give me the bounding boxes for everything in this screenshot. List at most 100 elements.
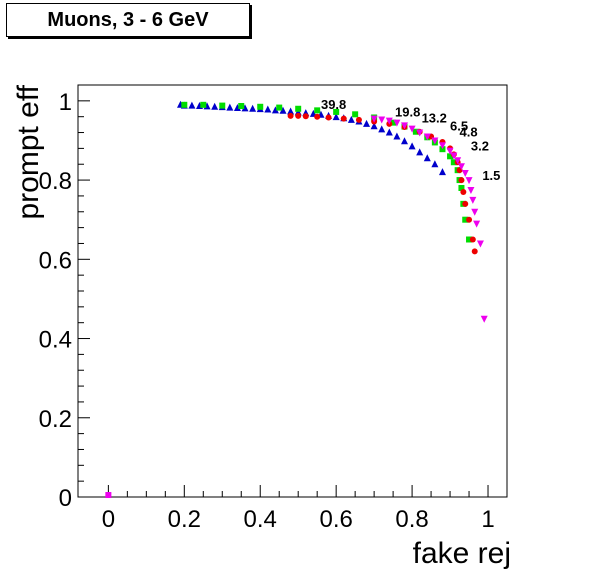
data-point-square xyxy=(219,102,226,109)
data-point-triangle-down xyxy=(467,186,475,194)
data-point-triangle-up xyxy=(279,106,287,114)
data-point-square xyxy=(238,102,245,109)
threshold-annotation: 4.8 xyxy=(460,125,478,140)
data-point-triangle-down xyxy=(465,177,473,185)
data-point-triangle-down xyxy=(457,163,465,171)
data-point-triangle-down xyxy=(469,196,477,204)
data-point-triangle-up xyxy=(400,137,408,145)
data-point-circle xyxy=(295,112,302,119)
axis-ticks xyxy=(78,100,489,498)
data-point-circle xyxy=(466,216,473,223)
data-point-triangle-down xyxy=(454,157,462,165)
data-point-square xyxy=(352,111,359,118)
data-point-triangle-up xyxy=(188,101,196,109)
data-point-triangle-down xyxy=(480,315,488,323)
y-tick-label: 0.8 xyxy=(39,168,72,195)
data-point-triangle-down xyxy=(471,208,479,216)
data-point-square xyxy=(295,105,302,112)
threshold-annotation: 1.5 xyxy=(482,168,500,183)
data-point-circle xyxy=(325,114,332,121)
data-point-triangle-up xyxy=(264,105,272,113)
x-tick-label: 0.6 xyxy=(319,506,352,533)
x-tick-label: 0.2 xyxy=(168,506,201,533)
data-point-triangle-up xyxy=(271,106,279,114)
data-point-triangle-down xyxy=(408,125,416,133)
y-axis-title: prompt eff xyxy=(12,84,45,219)
data-point-triangle-down xyxy=(450,152,458,160)
x-axis-title: fake rej xyxy=(413,537,511,570)
data-point-square xyxy=(466,236,473,243)
data-point-triangle-up xyxy=(347,115,355,123)
data-point-triangle-up xyxy=(370,122,378,130)
data-point-triangle-down xyxy=(473,220,481,228)
y-tick-label: 0.2 xyxy=(39,406,72,433)
data-point-circle xyxy=(460,188,467,195)
data-point-triangle-down xyxy=(370,115,378,123)
threshold-annotation: 3.2 xyxy=(471,138,489,153)
data-point-circle xyxy=(471,248,478,255)
x-tick-label: 1 xyxy=(481,506,494,533)
y-tick-label: 0.4 xyxy=(39,327,72,354)
chart-title: Muons, 3 - 6 GeV xyxy=(6,3,250,37)
data-point-triangle-up xyxy=(332,113,340,121)
data-point-triangle-up xyxy=(408,142,416,150)
data-point-square xyxy=(257,103,264,110)
data-point-circle xyxy=(469,236,476,243)
data-point-triangle-up xyxy=(287,107,295,115)
x-tick-label: 0.4 xyxy=(244,506,277,533)
data-point-square xyxy=(458,185,465,191)
data-point-triangle-up xyxy=(385,128,393,136)
x-tick-label: 0.8 xyxy=(395,506,428,533)
data-point-triangle-up xyxy=(416,148,424,156)
threshold-annotation: 6.5 xyxy=(450,119,468,134)
data-point-circle xyxy=(355,116,362,123)
data-point-square xyxy=(276,104,283,111)
data-point-triangle-down xyxy=(461,169,469,177)
data-point-square xyxy=(314,107,321,114)
data-point-triangle-down xyxy=(423,133,431,141)
data-point-circle xyxy=(462,200,469,207)
data-point-triangle-up xyxy=(431,160,439,168)
data-point-triangle-up xyxy=(226,103,234,111)
threshold-annotation: 19.8 xyxy=(395,105,420,120)
data-point-triangle-up xyxy=(393,132,401,140)
data-point-triangle-up xyxy=(423,154,431,162)
data-point-square xyxy=(462,216,469,223)
data-point-triangle-down xyxy=(393,119,401,127)
data-point-square xyxy=(390,119,397,126)
data-point-triangle-down xyxy=(431,137,439,145)
threshold-annotation: 39.8 xyxy=(321,97,346,112)
data-point-square xyxy=(412,128,419,135)
data-point-circle xyxy=(302,113,309,120)
data-point-triangle-up xyxy=(233,103,241,111)
x-tick-label: 0 xyxy=(102,506,115,533)
data-point-triangle-down xyxy=(385,117,393,125)
y-tick-label: 1 xyxy=(59,89,72,116)
data-point-circle xyxy=(287,112,294,119)
y-tick-label: 0.6 xyxy=(39,247,72,274)
data-point-triangle-down xyxy=(446,147,454,155)
data-point-square xyxy=(105,492,112,499)
data-point-circle xyxy=(340,115,347,122)
threshold-annotation: 13.2 xyxy=(422,111,447,126)
axis-tick-labels: 0 0.2 0.4 0.6 0.8 1 0 0.2 0.4 0.6 0.8 1 xyxy=(39,89,495,533)
data-point-square xyxy=(450,159,457,166)
data-point-triangle-down xyxy=(438,142,446,150)
data-point-circle xyxy=(458,177,465,184)
data-point-triangle-up xyxy=(378,125,386,133)
data-point-triangle-down xyxy=(416,129,424,137)
data-point-circle xyxy=(314,113,321,120)
data-point-square xyxy=(333,108,340,115)
data-marks xyxy=(105,100,488,499)
data-point-square xyxy=(181,101,188,108)
data-point-square xyxy=(200,101,207,108)
data-point-triangle-up xyxy=(211,102,219,110)
annotations: 39.8 19.8 13.26.54.83.2 1.5 xyxy=(321,97,500,183)
data-point-triangle-up xyxy=(363,119,371,127)
y-tick-label: 0 xyxy=(59,485,72,512)
data-point-square xyxy=(447,153,454,160)
data-point-triangle-up xyxy=(241,104,249,112)
data-point-triangle-down xyxy=(378,116,386,124)
data-point-triangle-down xyxy=(476,240,484,248)
